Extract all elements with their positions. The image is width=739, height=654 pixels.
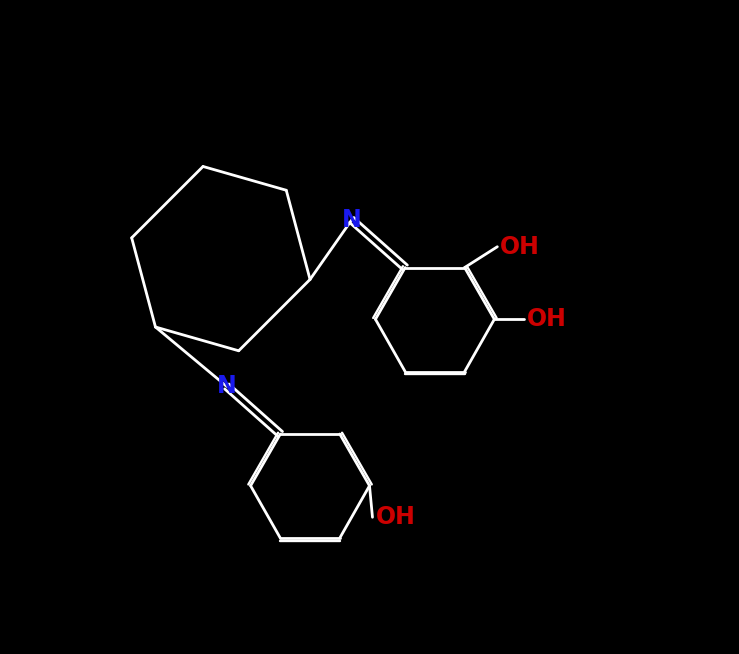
- Text: OH: OH: [527, 307, 567, 332]
- Text: N: N: [342, 208, 361, 232]
- Text: OH: OH: [500, 235, 540, 259]
- Text: N: N: [217, 375, 236, 398]
- Text: OH: OH: [375, 506, 415, 529]
